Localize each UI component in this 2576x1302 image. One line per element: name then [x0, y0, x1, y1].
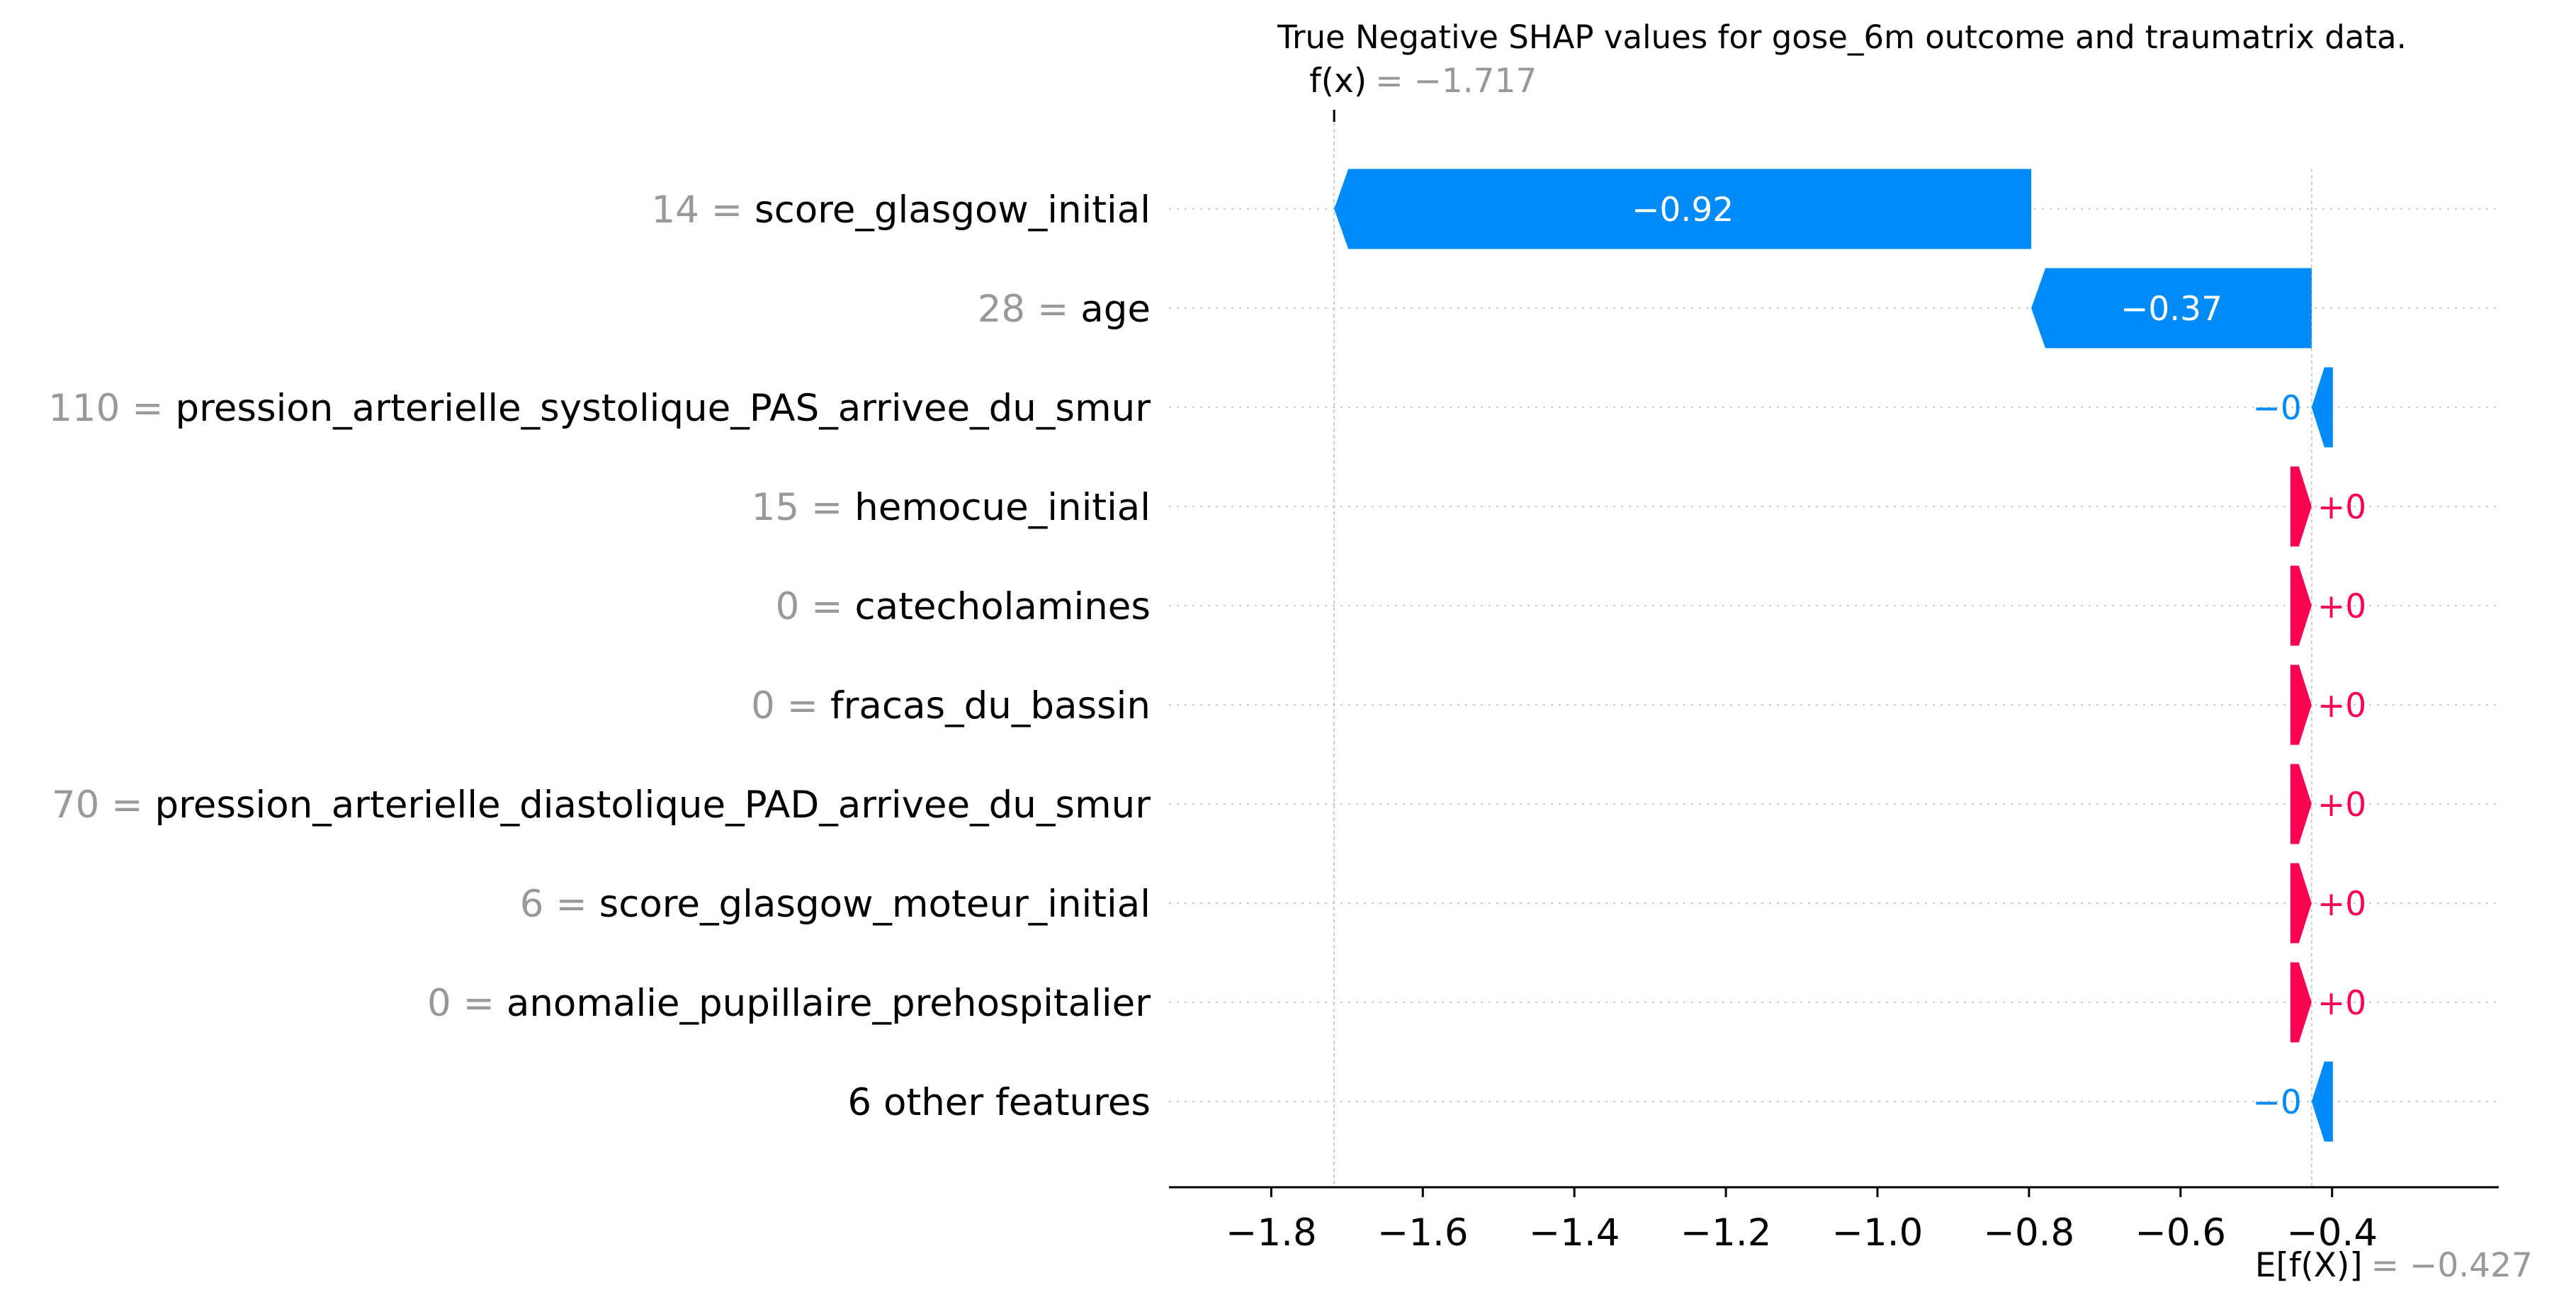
feature-label: 14 = score_glasgow_initial — [651, 188, 1151, 232]
ex-symbol: E[f(X)] — [2255, 1246, 2363, 1285]
bar-value-label: −0.92 — [1632, 191, 1734, 230]
shap-bar — [2290, 565, 2312, 646]
shap-bar — [2311, 367, 2333, 448]
feature-label: 110 = pression_arterielle_systolique_PAS… — [48, 387, 1151, 430]
feature-equals: = — [775, 684, 830, 728]
x-tick-label: −1.0 — [1832, 1211, 1923, 1255]
x-tick-label: −1.4 — [1529, 1211, 1620, 1255]
fx-symbol: f(x) — [1309, 62, 1367, 101]
fx-annotation: f(x) = −1.717 — [1309, 62, 1537, 101]
bar-value-label: +0 — [2317, 587, 2366, 626]
feature-name: 6 other features — [847, 1081, 1151, 1124]
feature-name: score_glasgow_initial — [755, 188, 1151, 232]
bar-value-label: +0 — [2317, 786, 2366, 825]
x-tick-label: −0.6 — [2135, 1211, 2226, 1255]
feature-name: catecholamines — [854, 585, 1151, 628]
feature-name: age — [1080, 288, 1151, 331]
x-tick-label: −1.2 — [1680, 1211, 1772, 1255]
ex-value: = −0.427 — [2371, 1246, 2533, 1285]
feature-name: hemocue_initial — [854, 486, 1151, 529]
ex-annotation: E[f(X)] = −0.427 — [2255, 1246, 2533, 1285]
feature-name: score_glasgow_moteur_initial — [599, 883, 1151, 926]
x-axis: −1.8 −1.6 −1.4 −1.2 −1.0 −0.8 −0.6 −0.4 — [1169, 1186, 2499, 1255]
x-tick-label: −0.8 — [1984, 1211, 2075, 1255]
x-tick-label: −0.4 — [2286, 1211, 2378, 1255]
feature-name: pression_arterielle_diastolique_PAD_arri… — [154, 783, 1151, 827]
feature-equals: = — [544, 883, 599, 926]
feature-equals: = — [799, 585, 854, 628]
bar-value-label: +0 — [2317, 488, 2366, 527]
bar-value-label: +0 — [2317, 686, 2366, 725]
feature-equals: = — [699, 188, 755, 232]
feature-value: 28 — [978, 288, 1025, 331]
feature-value: 0 — [427, 982, 451, 1025]
feature-equals: = — [99, 783, 154, 827]
feature-value: 0 — [751, 684, 775, 728]
bar-value-label: −0 — [2253, 1083, 2302, 1122]
shap-bar — [2290, 863, 2312, 944]
bar-group: −0.92 −0.37 −0 +0 +0 +0 +0 +0 +0 −0 — [1334, 169, 2366, 1142]
feature-labels: 14 = score_glasgow_initial 28 = age 110 = … — [48, 188, 1151, 1124]
feature-name: fracas_du_bassin — [830, 684, 1151, 728]
feature-equals: = — [120, 387, 175, 430]
shap-bar — [2031, 268, 2312, 349]
feature-label: 0 = anomalie_pupillaire_prehospitalier — [427, 982, 1151, 1025]
chart-title: True Negative SHAP values for gose_6m ou… — [1277, 18, 2407, 56]
x-tick-label: −1.8 — [1226, 1211, 1317, 1255]
shap-bar — [2290, 962, 2312, 1043]
reference-lines — [1333, 110, 2312, 1187]
feature-equals: = — [451, 982, 507, 1025]
feature-value: 110 — [48, 387, 120, 430]
feature-label: 28 = age — [978, 288, 1151, 331]
feature-value: 70 — [52, 783, 99, 827]
feature-value: 6 — [520, 883, 544, 926]
bar-value-label: −0.37 — [2120, 290, 2222, 329]
feature-label: 15 = hemocue_initial — [752, 486, 1151, 529]
feature-value: 15 — [752, 486, 799, 529]
x-tick-label: −1.6 — [1377, 1211, 1469, 1255]
shap-bar — [2290, 664, 2312, 745]
feature-label: 6 other features — [847, 1081, 1151, 1124]
expected-value-annotations: f(x) = −1.717 E[f(X)] = −0.427 — [1309, 62, 2533, 1285]
feature-name: anomalie_pupillaire_prehospitalier — [507, 982, 1151, 1025]
feature-label: 6 = score_glasgow_moteur_initial — [520, 883, 1151, 926]
feature-label: 70 = pression_arterielle_diastolique_PAD… — [52, 783, 1151, 827]
feature-name: pression_arterielle_systolique_PAS_arriv… — [175, 387, 1151, 430]
bar-value-label: +0 — [2317, 984, 2366, 1023]
feature-equals: = — [1025, 288, 1080, 331]
bar-value-label: −0 — [2253, 389, 2302, 428]
feature-label: 0 = catecholamines — [776, 585, 1151, 628]
feature-label: 0 = fracas_du_bassin — [751, 684, 1151, 728]
shap-bar — [2311, 1061, 2333, 1142]
feature-value: 14 — [651, 188, 699, 232]
feature-equals: = — [799, 486, 854, 529]
feature-value: 0 — [776, 585, 800, 628]
shap-bar — [1334, 169, 2032, 249]
shap-bar — [2290, 764, 2312, 844]
bar-value-label: +0 — [2317, 885, 2366, 924]
shap-bar — [2290, 466, 2312, 547]
fx-value: = −1.717 — [1375, 62, 1537, 101]
